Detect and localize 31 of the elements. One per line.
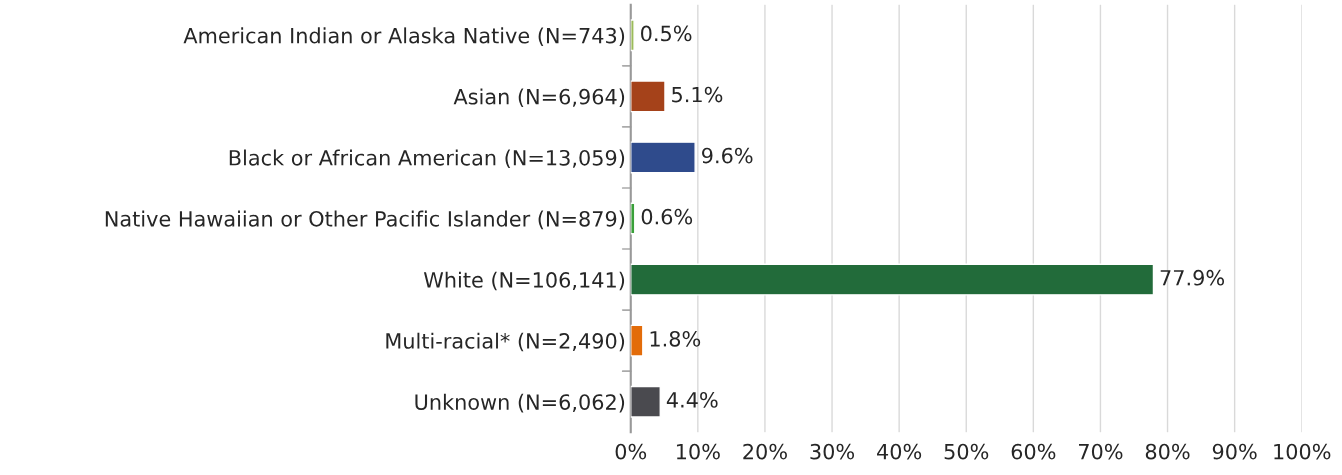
y-tick-label: Black or African American (N=13,059) <box>229 149 625 169</box>
data-label: 1.8% <box>650 330 701 347</box>
x-tick-label: 70% <box>1079 443 1123 460</box>
data-label: 4.4% <box>666 392 718 408</box>
y-tick-label: White (N=106,141) <box>423 271 625 291</box>
bar <box>630 263 1155 296</box>
x-tick-label: 30% <box>810 443 855 460</box>
x-tick-label: 10% <box>676 443 720 460</box>
data-label: 77.9% <box>1160 269 1225 286</box>
data-label: 5.1% <box>672 86 723 103</box>
bar <box>630 141 696 174</box>
x-tick-label: 50% <box>944 443 989 460</box>
bar <box>630 385 661 418</box>
y-tick-label: Unknown (N=6,062) <box>415 393 625 413</box>
y-tick-label: Multi-racial* (N=2,490) <box>386 332 625 352</box>
x-tick-label: 0% <box>615 443 647 460</box>
data-label: 0.5% <box>641 25 692 42</box>
data-label: 0.6% <box>641 208 693 225</box>
x-tick-label: 60% <box>1011 443 1056 460</box>
y-tick-label: Native Hawaiian or Other Pacific Islander (N=879) <box>105 210 625 230</box>
bar <box>630 324 644 357</box>
y-tick-label: American Indian or Alaska Native (N=743) <box>183 27 625 46</box>
data-label: 9.6% <box>702 147 753 164</box>
x-tick-label: 80% <box>1145 443 1190 460</box>
x-tick-label: 100% <box>1274 443 1331 460</box>
x-tick-label: 90% <box>1212 443 1257 460</box>
bar <box>630 80 666 113</box>
bar <box>630 19 635 52</box>
x-tick-label: 40% <box>877 443 922 460</box>
x-tick-label: 20% <box>743 443 787 460</box>
y-tick-label: Asian (N=6,964) <box>453 88 625 108</box>
